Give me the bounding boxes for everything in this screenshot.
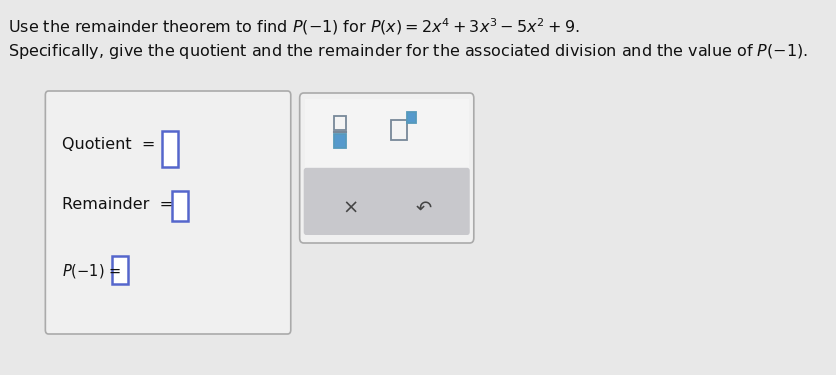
FancyBboxPatch shape bbox=[299, 93, 473, 243]
FancyBboxPatch shape bbox=[303, 168, 469, 235]
FancyBboxPatch shape bbox=[45, 91, 290, 334]
Text: Remainder  =: Remainder = bbox=[62, 197, 177, 212]
FancyBboxPatch shape bbox=[407, 112, 415, 123]
Text: ↶: ↶ bbox=[415, 198, 431, 217]
Text: Quotient  =: Quotient = bbox=[62, 137, 160, 152]
FancyBboxPatch shape bbox=[334, 116, 345, 130]
Text: ×: × bbox=[342, 198, 359, 217]
Text: $P(-1)$ =: $P(-1)$ = bbox=[62, 262, 122, 280]
Text: Specifically, give the quotient and the remainder for the associated division an: Specifically, give the quotient and the … bbox=[8, 42, 808, 61]
Text: Use the remainder theorem to find $P(-1)$ for $P(x)=2x^4+3x^3-5x^2+9$.: Use the remainder theorem to find $P(-1)… bbox=[8, 16, 579, 37]
Bar bbox=[304, 99, 468, 171]
FancyBboxPatch shape bbox=[390, 120, 407, 140]
FancyBboxPatch shape bbox=[171, 191, 187, 221]
FancyBboxPatch shape bbox=[112, 256, 128, 284]
FancyBboxPatch shape bbox=[162, 131, 178, 167]
FancyBboxPatch shape bbox=[334, 134, 345, 148]
